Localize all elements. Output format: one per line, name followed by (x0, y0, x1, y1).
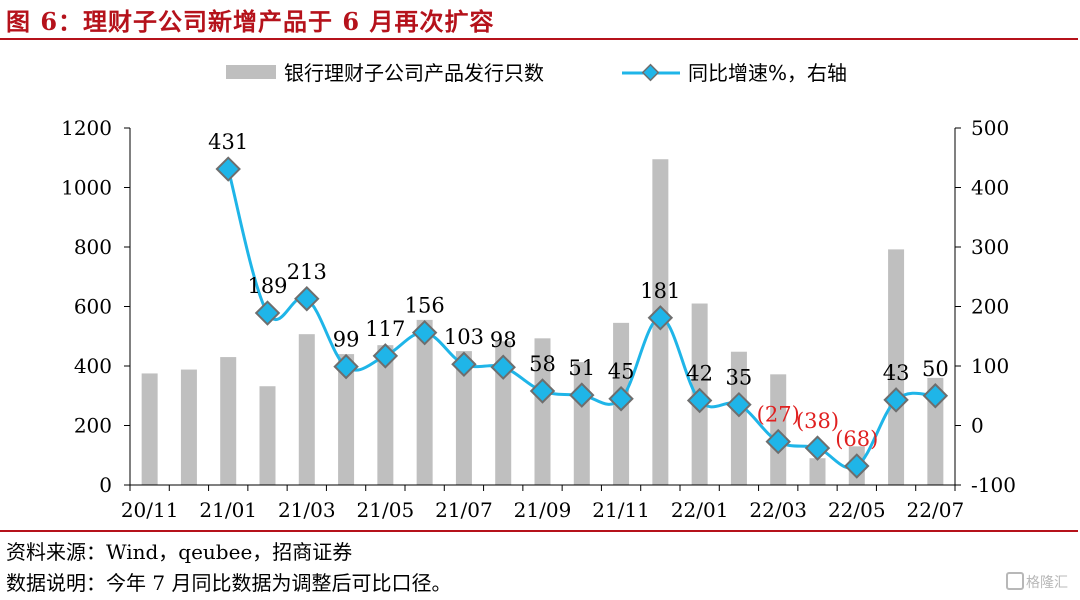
legend-line-marker (641, 63, 660, 82)
growth-data-label: 43 (883, 361, 910, 385)
right-axis-tick-label: 400 (971, 176, 1009, 200)
growth-marker (254, 300, 281, 326)
growth-data-label: 181 (640, 279, 680, 303)
x-axis-tick-label: 22/05 (828, 498, 886, 522)
growth-data-label: 42 (686, 362, 713, 386)
x-axis-tick-label: 21/05 (357, 498, 415, 522)
right-axis: -100 0 100 200 300 400 500 (954, 116, 1016, 497)
bar (495, 341, 512, 485)
bottom-rule (0, 530, 1078, 532)
growth-marker (529, 378, 556, 404)
growth-marker (372, 343, 399, 369)
bar (259, 386, 276, 485)
left-axis-tick-label: 400 (74, 354, 112, 378)
bar (416, 319, 433, 485)
growth-data-label: 50 (922, 357, 949, 381)
left-axis-tick-label: 800 (74, 235, 112, 259)
right-axis-tick-label: 100 (971, 354, 1009, 378)
bar (888, 249, 905, 485)
growth-marker (647, 305, 674, 331)
legend: 银行理财子公司产品发行只数 同比增速%，右轴 (226, 61, 847, 85)
growth-data-label: 117 (365, 317, 405, 341)
growth-data-label: (38) (796, 409, 839, 433)
bar (573, 362, 590, 485)
growth-marker (411, 319, 438, 346)
left-axis: 0 200 400 600 800 1000 1200 (61, 116, 131, 497)
growth-marker (215, 156, 241, 182)
legend-bar-label: 银行理财子公司产品发行只数 (284, 61, 544, 85)
right-axis-tick-label: 500 (971, 116, 1009, 140)
growth-marker (883, 387, 909, 413)
chart: 银行理财子公司产品发行只数 同比增速%，右轴 02004006008001000… (61, 61, 1016, 522)
left-axis-tick-label: 1200 (61, 116, 112, 140)
growth-data-label: 51 (568, 356, 595, 380)
growth-marker (294, 286, 320, 312)
growth-data-label: 35 (726, 366, 753, 390)
x-axis-tick-label: 21/11 (592, 498, 650, 522)
bar (338, 354, 355, 485)
bar (141, 373, 158, 485)
growth-data-label: 45 (608, 360, 635, 384)
left-axis-tick-label: 0 (99, 473, 112, 497)
bar (298, 334, 315, 485)
x-axis-tick-label: 22/03 (749, 498, 807, 522)
x-axis-tick-label: 20/11 (121, 498, 179, 522)
growth-marker (569, 382, 595, 408)
watermark-text: 格隆汇 (1026, 575, 1068, 591)
watermark-logo-icon (1006, 572, 1024, 590)
chart-title: 图 6：理财子公司新增产品于 6 月再次扩容 (6, 7, 495, 36)
x-axis-tick-label: 21/03 (278, 498, 336, 522)
bars (141, 159, 944, 486)
growth-marker (333, 353, 359, 380)
growth-marker (686, 387, 713, 414)
right-axis-tick-label: -100 (971, 473, 1016, 497)
bar (730, 351, 747, 485)
bar (180, 369, 197, 485)
left-axis-tick-label: 1000 (61, 176, 112, 200)
bar (455, 351, 472, 485)
growth-data-label: 99 (333, 328, 360, 352)
growth-data-label: (68) (835, 427, 878, 451)
right-axis-tick-label: 0 (971, 414, 984, 438)
x-axis-tick-label: 22/07 (907, 498, 965, 522)
x-axis-tick-label: 21/07 (435, 498, 493, 522)
growth-data-label: 156 (405, 294, 445, 318)
growth-marker (844, 453, 870, 479)
growth-marker (765, 428, 791, 455)
right-axis-tick-label: 300 (971, 235, 1009, 259)
growth-data-label: 213 (287, 260, 327, 284)
bar (534, 338, 551, 485)
growth-data-label: 103 (444, 325, 484, 349)
legend-bar-swatch (226, 65, 276, 79)
growth-data-label: (27) (757, 403, 800, 427)
growth-data-label: 58 (529, 352, 556, 376)
growth-marker (608, 385, 634, 412)
left-axis-tick-label: 600 (74, 295, 112, 319)
growth-data-label: 98 (490, 328, 517, 352)
bar (377, 345, 394, 485)
bar (927, 377, 944, 485)
growth-marker (726, 391, 752, 418)
x-axis: 20/11 21/01 21/03 21/05 21/07 21/09 21/11 22/01… (121, 484, 965, 522)
source-note: 资料来源：Wind，qeubee，招商证券 (6, 540, 353, 564)
x-axis-tick-label: 21/09 (514, 498, 572, 522)
bar (220, 357, 237, 485)
growth-marker (804, 435, 831, 461)
growth-marker (490, 354, 516, 380)
data-note: 数据说明：今年 7 月同比数据为调整后可比口径。 (6, 571, 452, 595)
growth-data-label: 431 (208, 130, 248, 154)
title-rule (0, 38, 1078, 40)
watermark: 格隆汇 (1006, 572, 1068, 592)
growth-data-label: 189 (247, 274, 287, 298)
x-axis-tick-label: 22/01 (671, 498, 729, 522)
left-axis-tick-label: 200 (74, 414, 112, 438)
right-axis-tick-label: 200 (971, 295, 1009, 319)
growth-marker (451, 351, 477, 377)
legend-line-label: 同比增速%，右轴 (688, 61, 847, 85)
x-axis-tick-label: 21/01 (199, 498, 257, 522)
growth-marker (922, 383, 949, 409)
bar (809, 458, 826, 485)
